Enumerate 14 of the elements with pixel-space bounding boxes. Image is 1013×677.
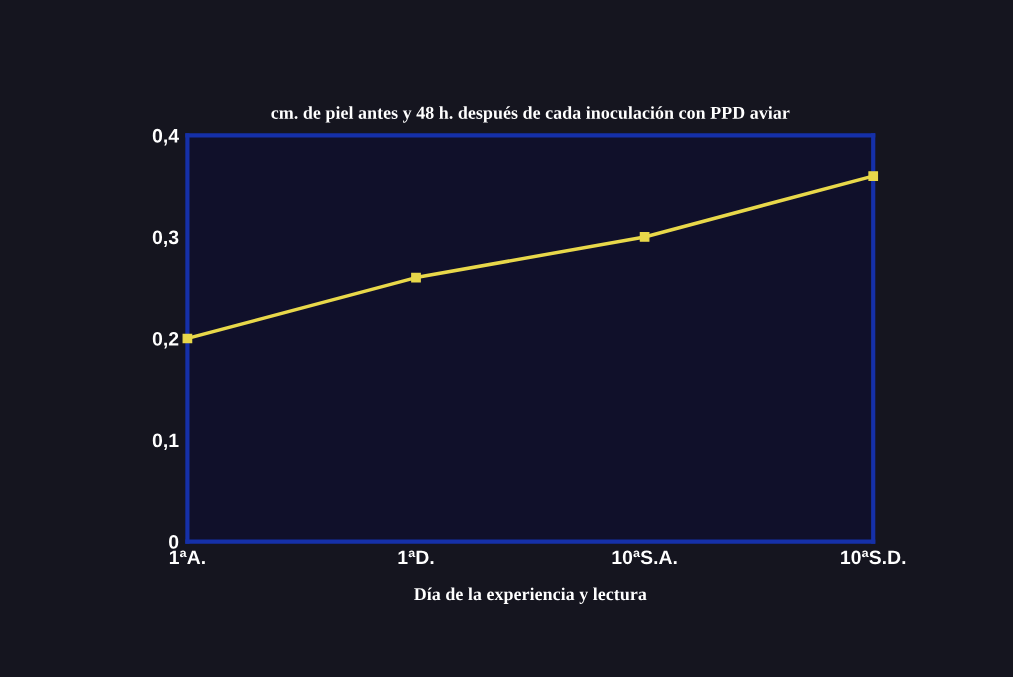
- y-tick-label: 0,3: [152, 230, 179, 248]
- point: [639, 232, 650, 242]
- x-tick-label: 1ªA.: [169, 550, 205, 565]
- point: [868, 171, 879, 181]
- y-tick-label: 0,4: [152, 128, 179, 146]
- y-tick-label: 0,1: [152, 433, 179, 451]
- y-tick-label: 0,2: [152, 331, 179, 349]
- y-tick-label: 0: [169, 535, 179, 549]
- x-axis-title: Día de la experiencia y lectura: [414, 587, 647, 604]
- x-tick-label: 10ªS.A.: [612, 550, 677, 565]
- point: [411, 272, 421, 283]
- x-tick-label: 1ªD.: [398, 550, 434, 565]
- chart-title: cm. de piel antes y 48 h. después de cada inoculación con PPD aviar: [271, 106, 790, 123]
- x-tick-label: 10ªS.D.: [841, 550, 906, 565]
